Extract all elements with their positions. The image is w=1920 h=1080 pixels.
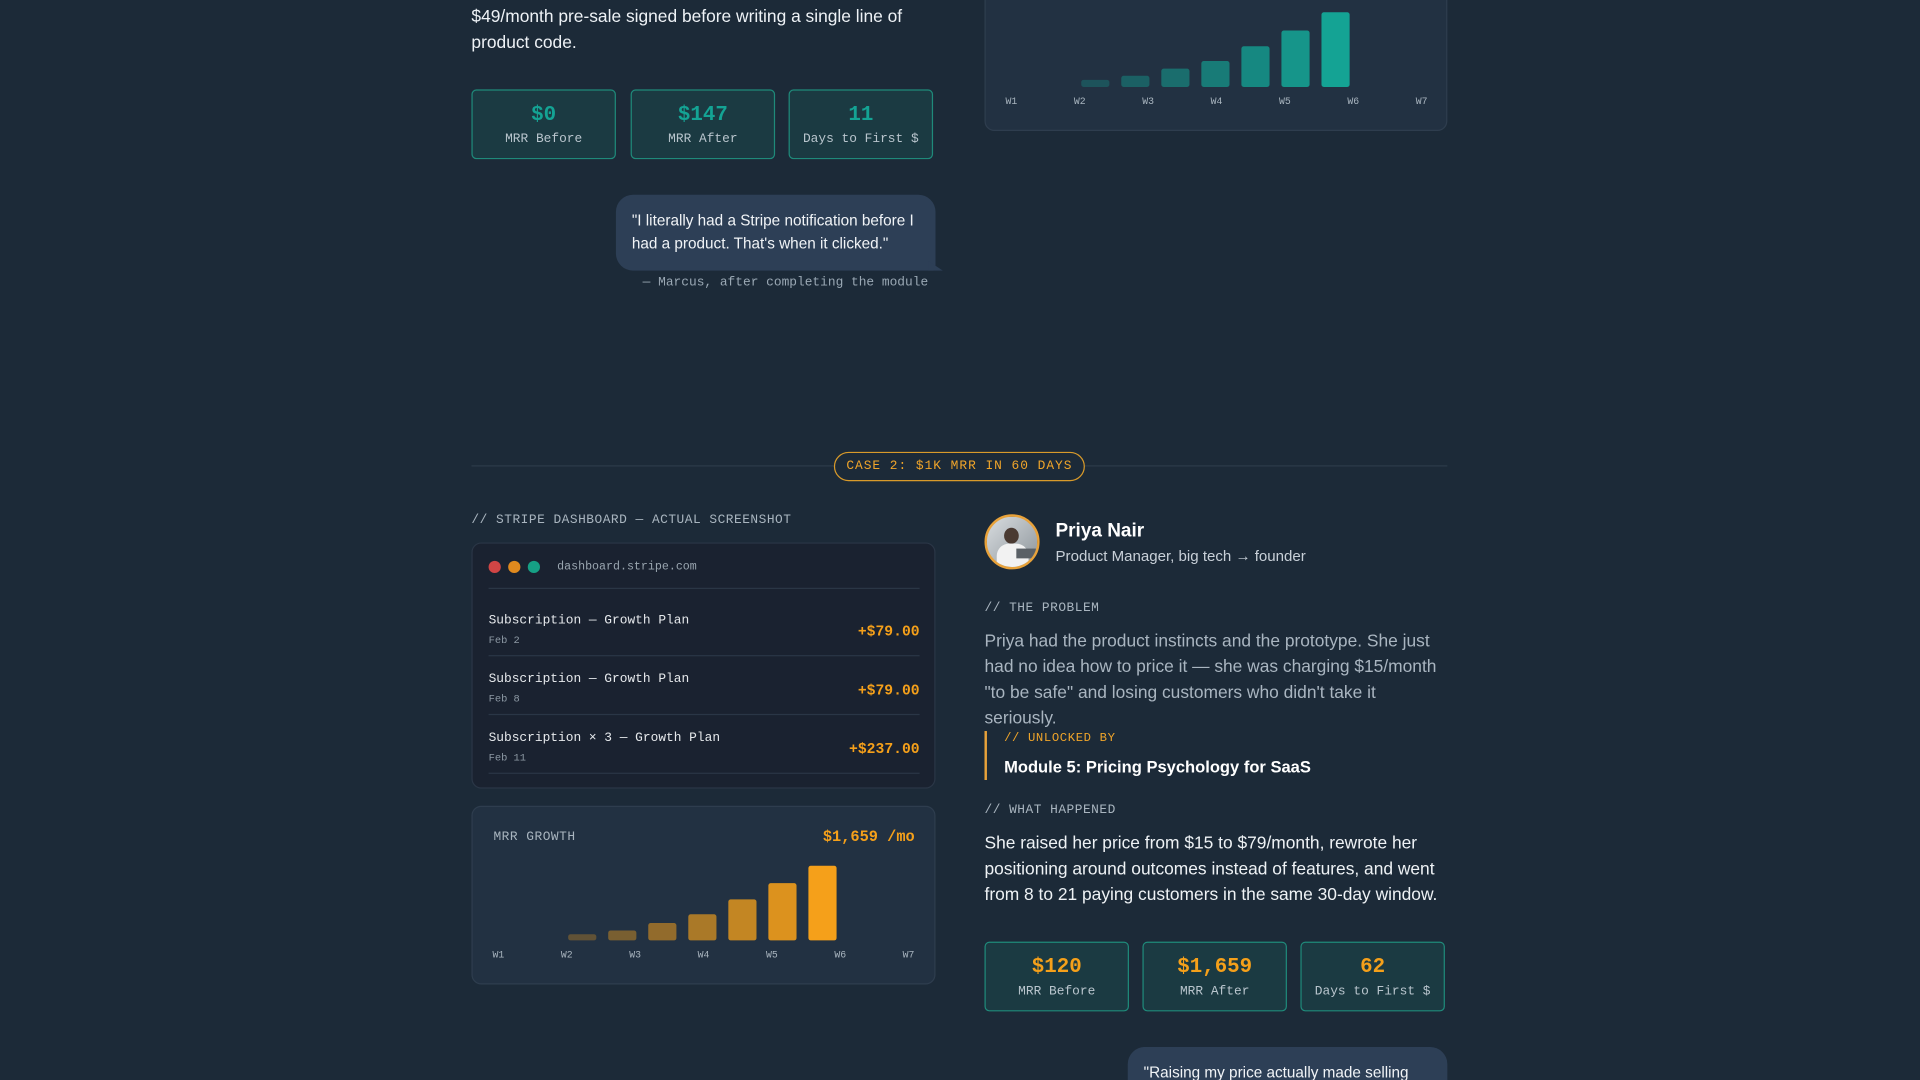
- transaction: Subscription — Growth Plan Feb 8 +$79.00: [488, 655, 920, 716]
- stat-label: Days to First $: [1314, 984, 1431, 1000]
- stat-label: Days to First $: [802, 132, 919, 147]
- x-tick-label: W4: [1211, 96, 1223, 107]
- transaction-date: Feb 8: [488, 693, 520, 706]
- bar: [648, 922, 677, 941]
- bar: [728, 899, 757, 941]
- x-tick-label: W1: [492, 950, 504, 961]
- chart-total: $1,659 /mo: [822, 828, 915, 847]
- bubble-tail: [928, 260, 943, 271]
- separator: [488, 587, 920, 589]
- transaction-date: Feb 2: [488, 634, 520, 647]
- transaction-date: Feb 11: [488, 751, 527, 765]
- x-tick-label: W7: [1416, 96, 1428, 107]
- bar: [568, 934, 597, 941]
- unlocked-module: Module 5: Pricing Psychology for SaaS: [1004, 757, 1311, 777]
- stripe-dashboard: dashboard.stripe.com Subscription — Grow…: [471, 542, 936, 789]
- transaction: Subscription × 3 — Growth Plan Feb 11 +$23…: [488, 714, 920, 774]
- chart: W1 W2 W3 W4 W5 W6 W7: [492, 865, 915, 961]
- stat: $147 MRR After: [630, 89, 776, 160]
- stats-1: $0 MRR Before $147 MRR After 11 Days to Fir…: [471, 89, 936, 160]
- x-tick-label: W5: [766, 950, 778, 961]
- case-badge: CASE 2: $1K MRR IN 60 DAYS: [833, 451, 1085, 482]
- caption: // STRIPE DASHBOARD — ACTUAL SCREENSHOT: [471, 513, 792, 528]
- section-label: // WHAT HAPPENED: [984, 803, 1116, 818]
- x-tick-label: W4: [698, 950, 710, 961]
- stat-label: MRR After: [668, 132, 738, 147]
- chart-panel: W1 W2 W3 W4 W5 W6 W7: [984, 0, 1448, 132]
- stats-2: $120 MRR Before $1,659 MRR After 62 Days to…: [984, 941, 1449, 1015]
- bar: [1161, 68, 1190, 87]
- transaction: Subscription — Growth Plan Feb 2 +$79.00: [488, 596, 920, 657]
- stat-value: $120: [1031, 956, 1082, 980]
- unlocked-label: // UNLOCKED BY: [1004, 732, 1116, 746]
- x-tick-label: W5: [1279, 96, 1291, 107]
- section-label: // THE PROBLEM: [984, 601, 1100, 616]
- stat-value: $1,659: [1177, 956, 1253, 980]
- bar: [1201, 61, 1230, 87]
- url: dashboard.stripe.com: [557, 559, 697, 574]
- stat-label: MRR Before: [505, 132, 583, 147]
- transaction-title: Subscription — Growth Plan: [488, 672, 690, 687]
- transaction-title: Subscription × 3 — Growth Plan: [488, 731, 721, 746]
- bar: [808, 865, 837, 941]
- stat-label: MRR After: [1179, 984, 1250, 1000]
- stat-value: $0: [531, 104, 557, 128]
- problem-text: Priya had the product instincts and the …: [984, 631, 1437, 729]
- stat: 62 Days to First $: [1300, 941, 1445, 1012]
- stat-value: 11: [848, 104, 874, 128]
- avatar-laptop: [1016, 548, 1036, 559]
- attribution: — Marcus, after completing the module: [642, 275, 929, 291]
- quote: "I literally had a Stripe notification b…: [631, 211, 914, 253]
- chart-panel: MRR GROWTH $1,659 /mo W1 W2 W3 W4 W5 W6 W7: [471, 805, 936, 985]
- x-tick-label: W2: [1074, 96, 1086, 107]
- stat-value: $147: [677, 104, 728, 128]
- bar: [688, 914, 717, 941]
- bar: [608, 930, 637, 941]
- transaction-title: Subscription — Growth Plan: [488, 613, 690, 629]
- transaction-amount: +$79.00: [857, 623, 920, 641]
- avatar: [984, 514, 1040, 570]
- chart: W1 W2 W3 W4 W5 W6 W7: [1006, 12, 1428, 107]
- bar: [1321, 12, 1350, 87]
- bar: [1121, 75, 1150, 87]
- transaction-amount: +$237.00: [849, 740, 920, 758]
- dot: [527, 560, 541, 574]
- stat: $120 MRR Before: [984, 941, 1129, 1012]
- avatar-head: [1004, 527, 1019, 544]
- bar: [768, 883, 797, 941]
- x-tick-label: W3: [1142, 96, 1154, 107]
- bar: [1081, 79, 1110, 87]
- x-tick-label: W6: [1347, 96, 1359, 107]
- stat-label: MRR Before: [1018, 984, 1096, 1000]
- profile-name: Priya Nair: [1055, 520, 1145, 542]
- x-tick-label: W1: [1006, 96, 1018, 107]
- quote-bubble: "I literally had a Stripe notification b…: [615, 194, 936, 271]
- stat: 11 Days to First $: [788, 89, 934, 160]
- intro: $49/month pre-sale signed before writing…: [471, 7, 903, 53]
- stat: $0 MRR Before: [471, 89, 616, 160]
- x-tick-label: W2: [561, 950, 573, 961]
- bar: [1241, 46, 1270, 87]
- happened-text: She raised her price from $15 to $79/mon…: [984, 833, 1438, 905]
- x-tick-label: W3: [629, 950, 641, 961]
- bar: [1281, 30, 1310, 87]
- x-tick-label: W6: [834, 950, 846, 961]
- transaction-amount: +$79.00: [857, 682, 920, 700]
- x-tick-label: W7: [903, 950, 915, 961]
- chart-title: MRR GROWTH: [493, 830, 576, 845]
- unlocked-block: // UNLOCKED BY Module 5: Pricing Psychol…: [984, 731, 1427, 781]
- dot: [508, 560, 521, 574]
- quote: "Raising my price actually made selling …: [1143, 1064, 1409, 1080]
- profile-role: Product Manager, big tech → founder: [1055, 547, 1306, 565]
- dot: [488, 560, 501, 574]
- stat-value: 62: [1360, 956, 1386, 980]
- stat: $1,659 MRR After: [1142, 941, 1287, 1012]
- quote-bubble: "Raising my price actually made selling …: [1127, 1046, 1448, 1080]
